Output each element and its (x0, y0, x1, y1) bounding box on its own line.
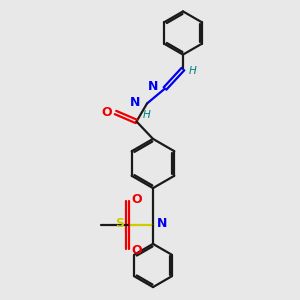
Text: O: O (101, 106, 112, 119)
Text: S: S (115, 217, 124, 230)
Text: H: H (188, 66, 196, 76)
Text: H: H (143, 110, 151, 120)
Text: N: N (157, 217, 167, 230)
Text: O: O (131, 193, 142, 206)
Text: N: N (148, 80, 158, 94)
Text: N: N (130, 95, 140, 109)
Text: O: O (131, 244, 142, 257)
